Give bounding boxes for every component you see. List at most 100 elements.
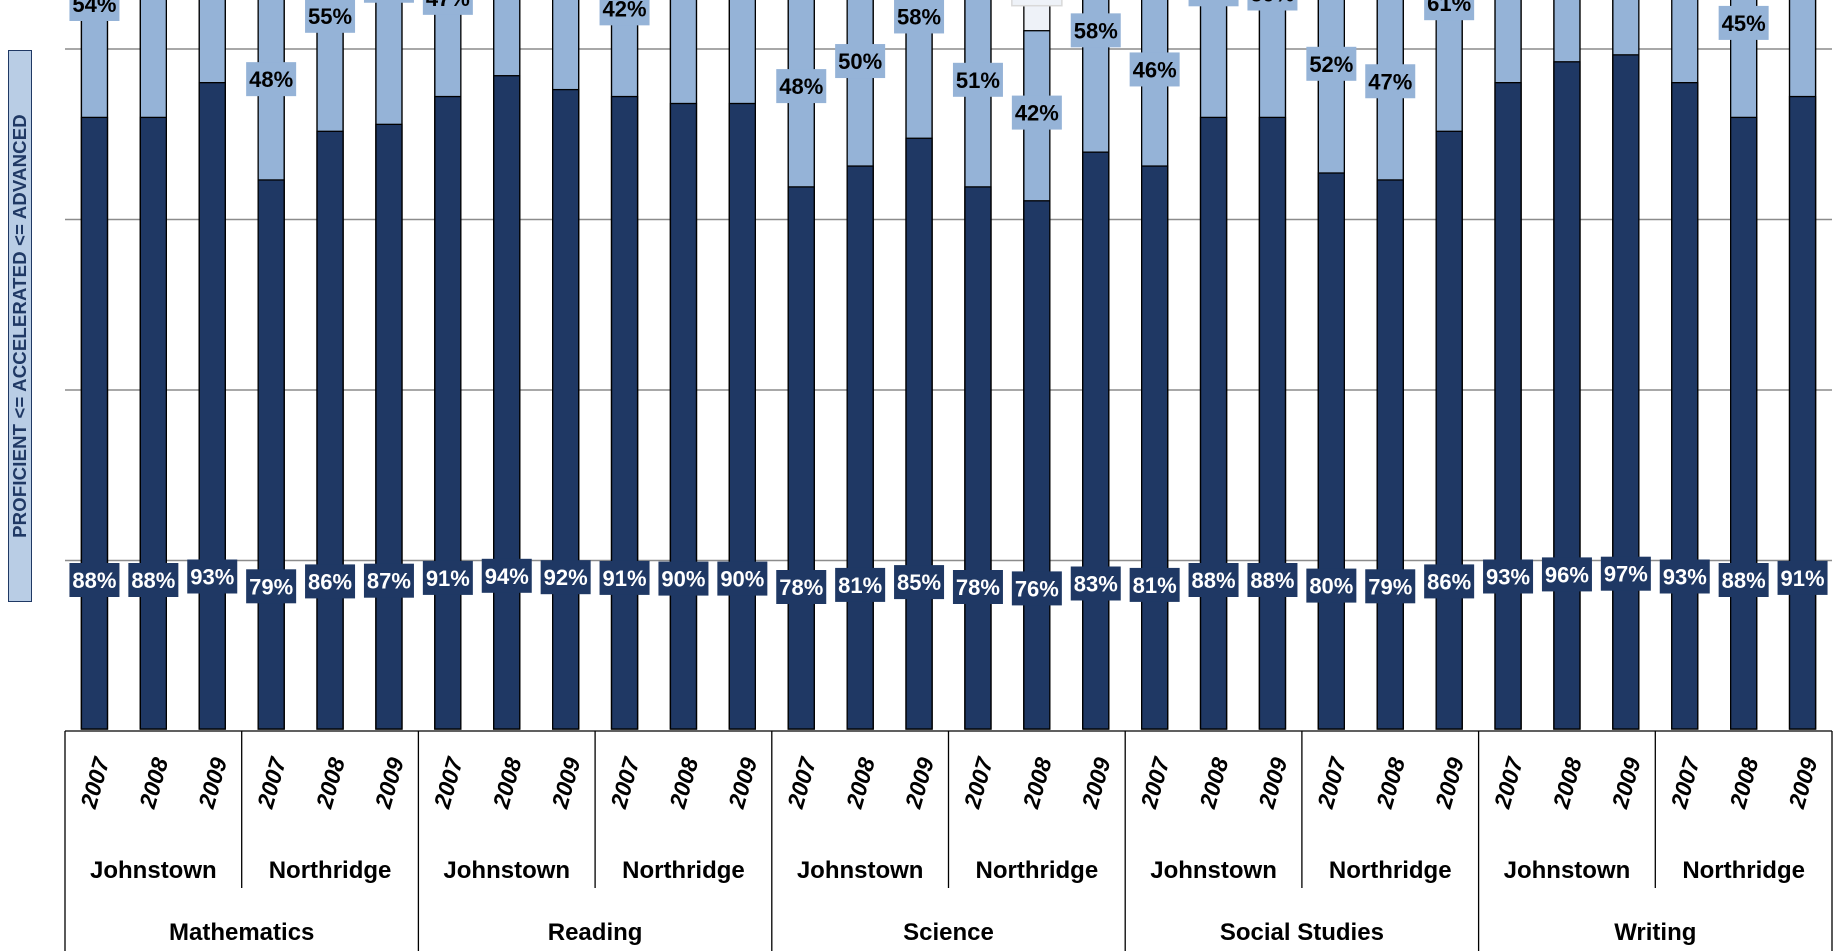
data-label-box [894,0,945,34]
data-label-box [1483,559,1534,594]
data-label-box [69,0,120,21]
data-label-box [717,561,768,596]
data-label: 90% [720,567,764,592]
bar-proficient [787,186,815,730]
data-label-box [1188,0,1239,7]
data-label-box [776,69,827,104]
bar-proficient [1788,95,1817,730]
data-label-box [1011,0,1063,7]
data-label: 93% [1663,565,1707,590]
data-label: 81% [838,573,882,598]
tick-label-year: 2008 [1724,754,1763,812]
data-label: 90% [661,567,705,592]
data-label-box [305,0,356,33]
bar-proficient [493,75,521,730]
tick-label-subject: Reading [548,919,643,946]
data-label-box [1247,0,1298,11]
bar-proficient [1730,116,1758,730]
data-label-box [952,62,1003,97]
tick-label-school: Johnstown [443,857,570,884]
tick-label-year: 2007 [252,753,292,811]
data-label-box [1777,560,1828,595]
data-label: 96% [1545,562,1589,587]
data-label-box [1365,569,1416,604]
data-label: 85% [897,570,941,595]
data-label: 78% [956,575,1000,600]
tick-label-school: Johnstown [1150,857,1277,884]
bar-proficient [669,102,698,730]
data-label: 81% [1133,573,1177,598]
data-label-box [952,570,1003,604]
data-label-box [1070,13,1121,48]
data-label-box [246,62,297,97]
data-label: 92% [544,565,588,590]
bar-proficient [964,186,992,730]
data-label-box [1011,95,1062,130]
data-label: 48% [249,67,293,92]
tick-label-year: 2009 [369,754,408,812]
tick-label-school: Johnstown [90,857,217,884]
bar-proficient [1435,130,1463,730]
data-labels: 88%54%30%88%64%38%93%76%44%79%48%25%86%5… [69,0,1828,606]
data-label: 50% [838,49,882,74]
tick-label-school: Johnstown [797,857,924,884]
bar-proficient [1258,116,1287,730]
data-label-box [1600,556,1651,591]
data-label: 79% [249,574,293,599]
data-label-box [1129,52,1180,87]
bar-proficient [1376,179,1404,730]
tick-label-year: 2007 [1489,753,1529,811]
data-label-box [1541,557,1592,592]
tick-label-year: 2007 [958,753,998,811]
bar-proficient [1082,151,1110,730]
bar-proficient [1612,54,1640,730]
data-label-box [1306,46,1357,81]
data-label: 61% [1192,0,1236,2]
tick-label-school: Northridge [269,857,392,884]
y-axis-label-box: PROFICIENT <= ACCELERATED <= ADVANCED [8,50,32,602]
data-label-box [894,565,945,600]
data-label-box [1718,5,1769,40]
data-label-box [187,559,238,594]
data-label: 94% [485,564,529,589]
tick-label-school: Northridge [1329,857,1452,884]
data-label-box [422,0,473,15]
bar-proficient [80,116,109,730]
bar-proficient [257,179,285,730]
data-label: 97% [1604,562,1648,587]
data-label: 88% [1192,568,1236,593]
tick-label-school: Northridge [622,857,745,884]
data-label: 47% [1368,69,1412,94]
tick-label-year: 2007 [1312,753,1352,811]
bar-proficient [905,137,933,730]
tick-label-year: 2008 [664,754,703,812]
data-label: 93% [1486,565,1530,590]
data-label-box [1011,571,1062,606]
data-label-box [1247,563,1298,597]
gridlines [65,48,1832,562]
data-label: 47% [426,0,470,11]
data-label: 93% [190,565,234,590]
data-label-box [1129,567,1180,602]
data-label: 76% [1015,576,1059,601]
bar-proficient [1671,82,1699,730]
data-label-box [69,563,120,597]
data-label: 87% [367,569,411,594]
tick-label-school: Northridge [1682,857,1805,884]
data-label-box [363,0,414,3]
tick-label-year: 2007 [428,753,468,811]
data-label: 42% [1015,101,1059,126]
data-label: 46% [1133,57,1177,82]
data-label-box [540,560,591,595]
bar-proficient [1553,61,1581,730]
data-label: 54% [72,0,116,17]
bar-proficient [1141,165,1169,730]
x-axis: 2007 2008 2009 2007 2008 2009 2007 2008 2009 2007… [64,730,1833,951]
tick-label-year: 2008 [1194,754,1233,812]
data-label: 59% [1250,0,1294,7]
data-label: 80% [1309,574,1353,599]
data-label: 86% [1427,569,1471,594]
tick-label-year: 2008 [1547,754,1586,812]
tick-label-year: 2009 [1253,754,1292,812]
